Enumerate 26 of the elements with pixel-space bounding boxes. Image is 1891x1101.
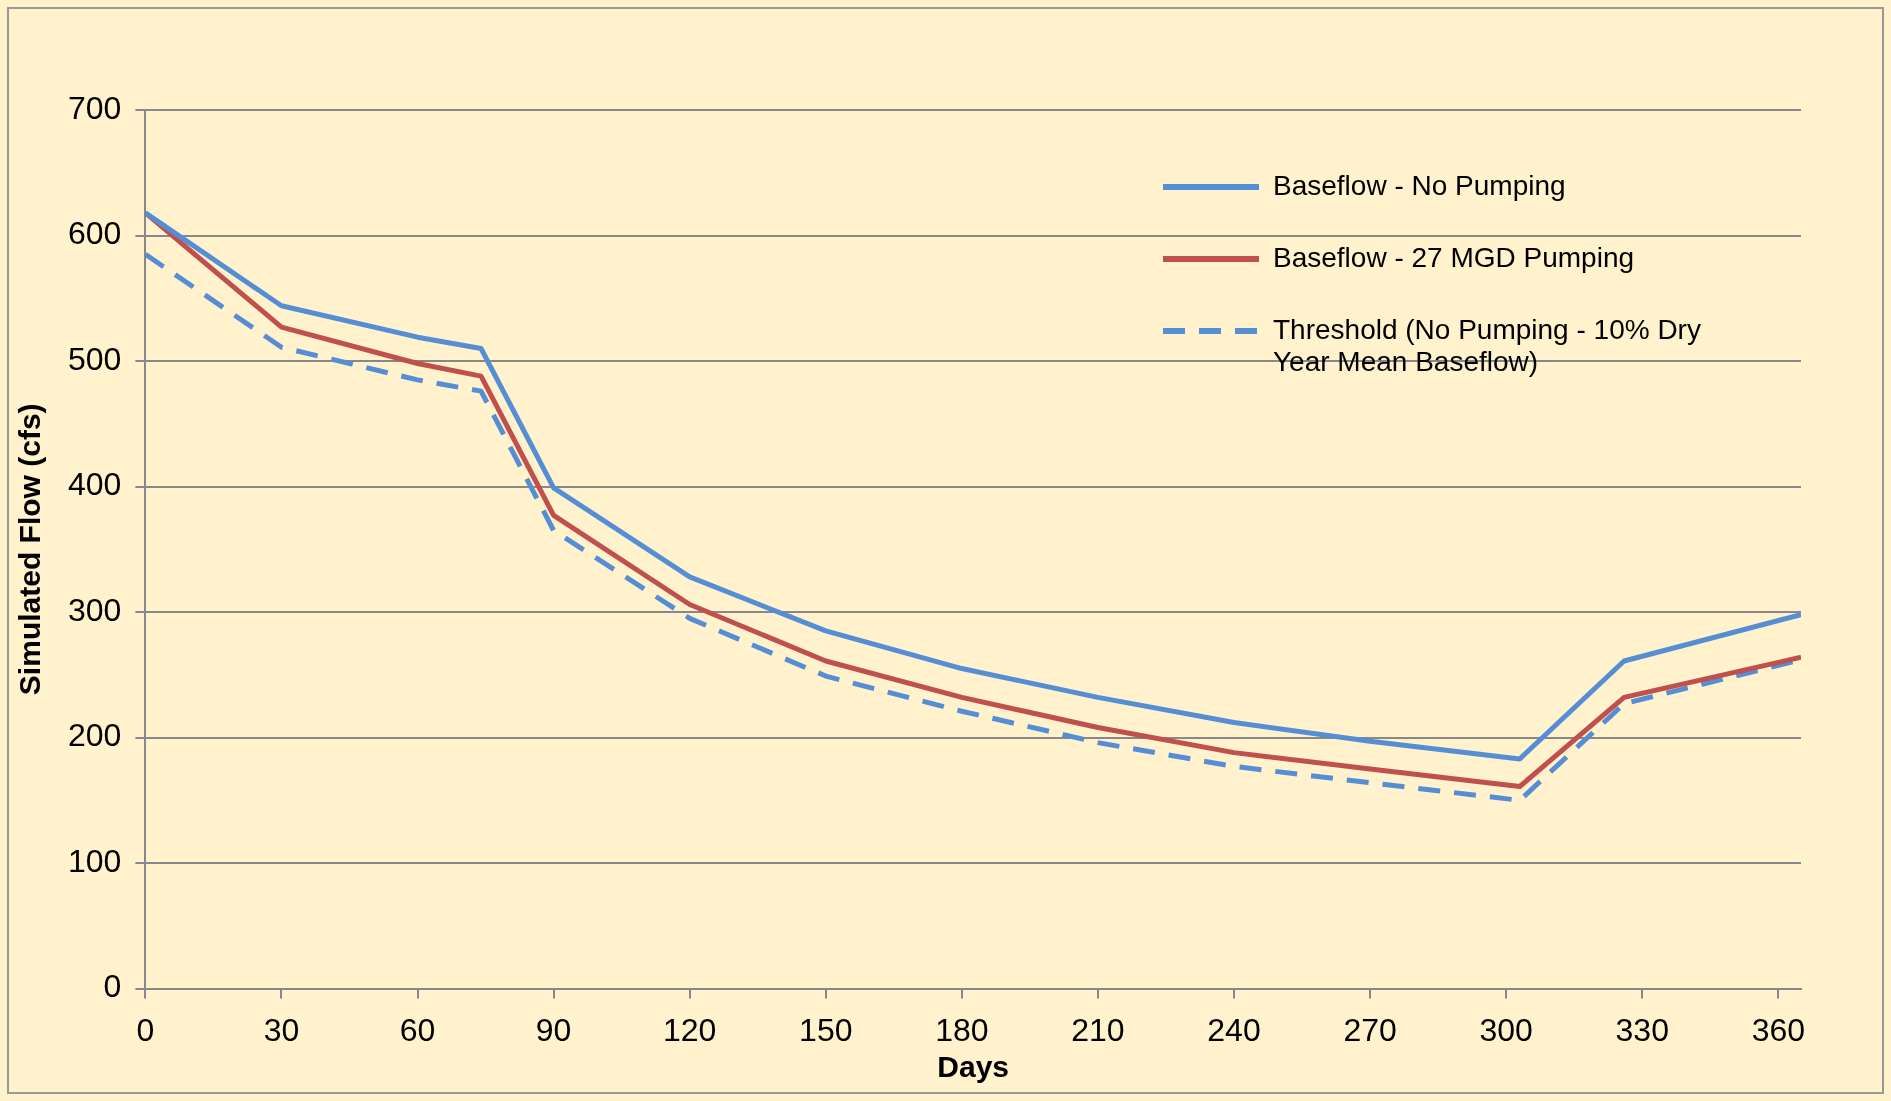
x-tick-label: 270	[1343, 1011, 1397, 1048]
legend-label: Baseflow - 27 MGD Pumping	[1273, 242, 1635, 274]
x-axis-title: Days	[937, 1050, 1010, 1084]
x-tick-label: 30	[263, 1011, 300, 1048]
y-tick-label: 200	[68, 717, 122, 754]
y-tick-label: 600	[68, 215, 122, 252]
y-tick-label: 700	[68, 89, 122, 126]
x-tick-label: 120	[663, 1011, 717, 1048]
y-tick-label: 500	[68, 340, 122, 377]
x-tick-label: 240	[1207, 1011, 1261, 1048]
y-tick-label: 300	[68, 591, 122, 628]
x-tick-label: 180	[935, 1011, 989, 1048]
x-tick-label: 0	[136, 1011, 155, 1048]
y-tick-label: 400	[68, 466, 122, 503]
legend-label: Baseflow - No Pumping	[1273, 170, 1566, 202]
x-tick-label: 90	[535, 1011, 572, 1048]
legend-label: Threshold (No Pumping - 10% Dry Year Mean Baseflow)	[1273, 314, 1702, 378]
y-axis-title: Simulated Flow (cfs)	[13, 403, 47, 696]
x-tick-label: 330	[1615, 1011, 1669, 1048]
y-tick-label: 0	[103, 968, 122, 1005]
x-tick-label: 300	[1479, 1011, 1533, 1048]
x-tick-label: 60	[399, 1011, 436, 1048]
x-tick-label: 210	[1071, 1011, 1125, 1048]
x-tick-label: 150	[799, 1011, 853, 1048]
x-tick-label: 360	[1751, 1011, 1806, 1048]
y-tick-label: 100	[68, 842, 122, 879]
